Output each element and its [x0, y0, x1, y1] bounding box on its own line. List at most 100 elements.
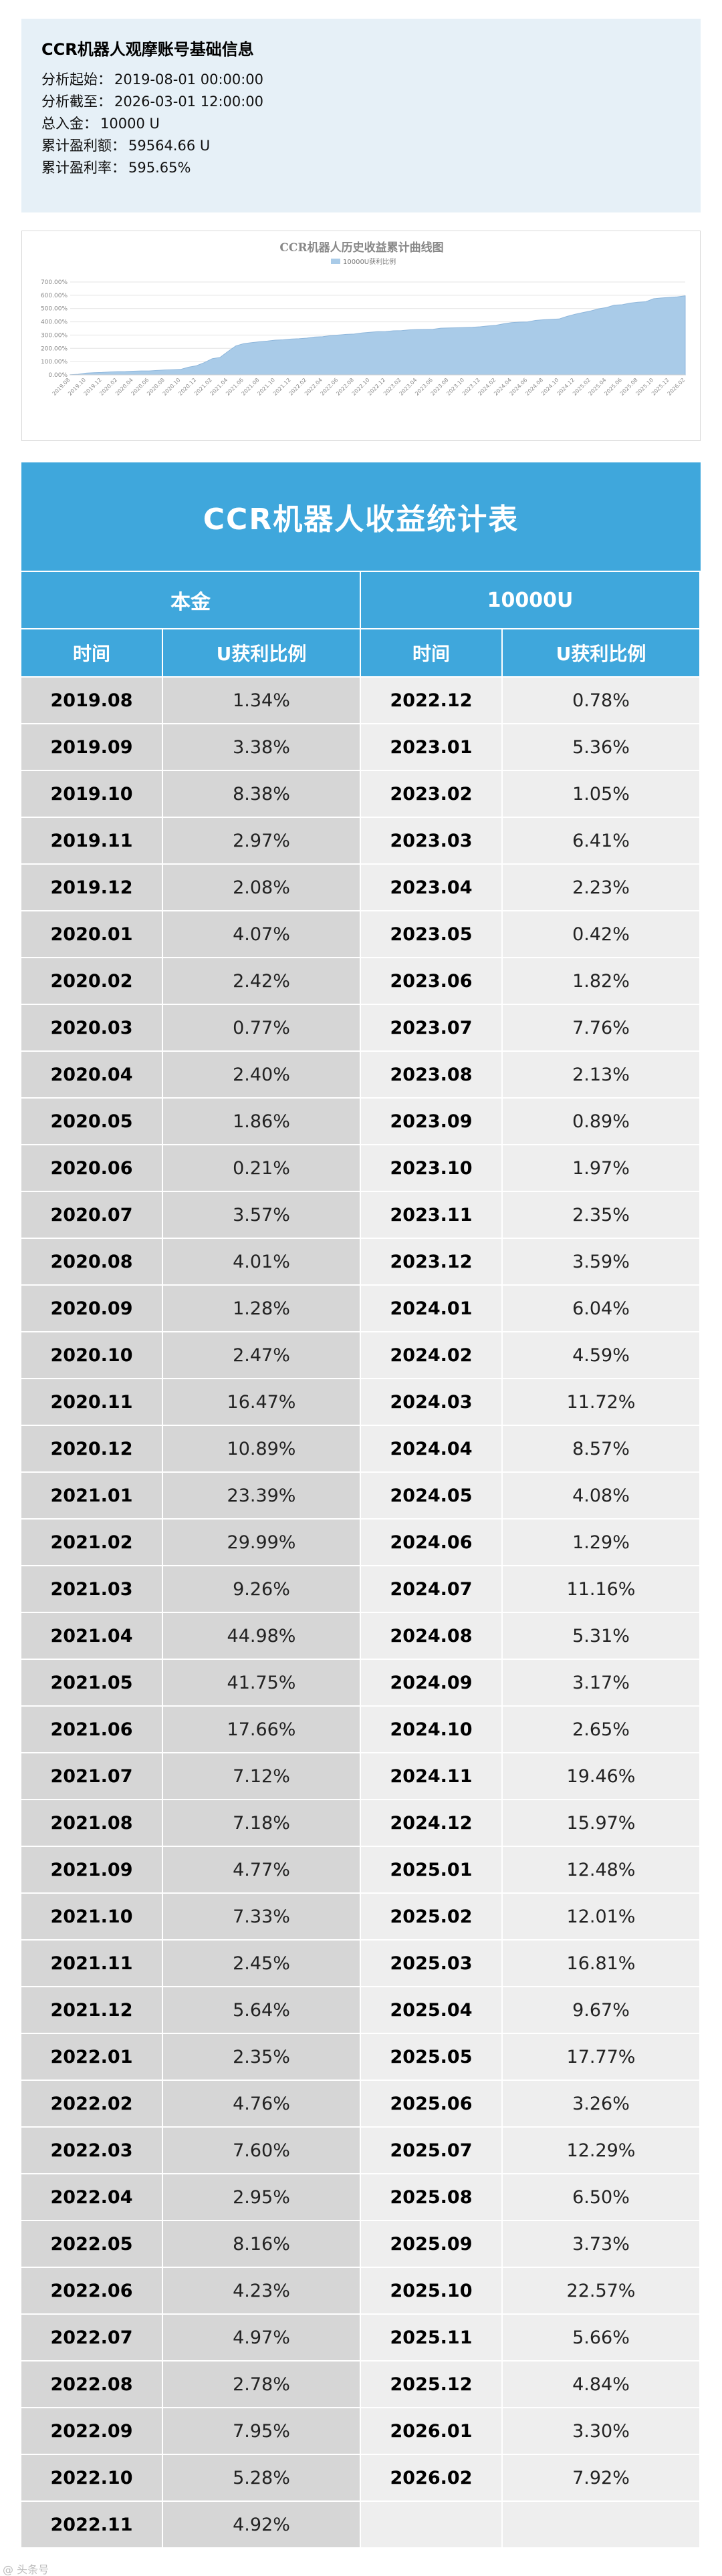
ratio-cell: 4.08%	[503, 1473, 701, 1520]
ratio-cell: 4.76%	[163, 2081, 361, 2128]
ratio-cell: 0.78%	[503, 678, 701, 724]
month-cell: 2025.06	[361, 2081, 503, 2128]
y-tick-label: 100.00%	[41, 359, 68, 366]
table-row: 2021.11 2.45% 2025.03 16.81%	[21, 1941, 701, 1987]
table-row: 2021.08 7.18% 2024.12 15.97%	[21, 1800, 701, 1847]
ratio-cell: 3.57%	[163, 1192, 361, 1239]
month-cell: 2022.01	[21, 2034, 163, 2081]
month-cell: 2022.05	[21, 2221, 163, 2268]
col-header-time: 时间	[361, 629, 503, 678]
ratio-cell: 2.42%	[163, 958, 361, 1005]
month-cell: 2026.01	[361, 2408, 503, 2455]
ratio-cell: 2.23%	[503, 865, 701, 911]
profit-table: CCR机器人收益统计表 本金 10000U 时间 U获利比例 时间 U获利比例 …	[21, 462, 701, 2549]
cumulative-profit-chart: CCR机器人历史收益累计曲线图 10000U获利比例 0.00% 100.00% 200…	[21, 231, 701, 441]
ratio-cell: 16.81%	[503, 1941, 701, 1987]
chart-title: CCR机器人历史收益累计曲线图	[279, 241, 443, 255]
month-cell: 2023.08	[361, 1052, 503, 1099]
y-tick-label: 200.00%	[41, 345, 68, 352]
ratio-cell: 3.59%	[503, 1239, 701, 1286]
month-cell: 2020.07	[21, 1192, 163, 1239]
month-cell: 2020.11	[21, 1379, 163, 1426]
ratio-cell: 0.89%	[503, 1099, 701, 1145]
ratio-cell: 8.16%	[163, 2221, 361, 2268]
info-value: 2026-03-01 12:00:00	[114, 94, 264, 110]
ratio-cell: 6.04%	[503, 1286, 701, 1332]
col-header-time: 时间	[21, 629, 163, 678]
table-row: 2022.08 2.78% 2025.12 4.84%	[21, 2362, 701, 2408]
month-cell: 2023.03	[361, 818, 503, 865]
table-row: 2021.12 5.64% 2025.04 9.67%	[21, 1987, 701, 2034]
x-tick-label: 2026.02	[667, 377, 687, 397]
ratio-cell: 2.35%	[163, 2034, 361, 2081]
ratio-cell: 10.89%	[163, 1426, 361, 1473]
ratio-cell: 4.97%	[163, 2315, 361, 2362]
table-row: 2022.07 4.97% 2025.11 5.66%	[21, 2315, 701, 2362]
table-row: 2020.02 2.42% 2023.06 1.82%	[21, 958, 701, 1005]
month-cell: 2020.03	[21, 1005, 163, 1052]
ratio-cell: 4.01%	[163, 1239, 361, 1286]
ratio-cell: 29.99%	[163, 1520, 361, 1566]
table-row: 2020.09 1.28% 2024.01 6.04%	[21, 1286, 701, 1332]
month-cell: 2024.02	[361, 1332, 503, 1379]
ratio-cell: 7.92%	[503, 2455, 701, 2502]
ratio-cell: 1.34%	[163, 678, 361, 724]
month-cell: 2022.02	[21, 2081, 163, 2128]
y-tick-label: 300.00%	[41, 332, 68, 339]
month-cell: 2024.04	[361, 1426, 503, 1473]
info-value: 2019-08-01 00:00:00	[114, 71, 264, 88]
month-cell: 2021.03	[21, 1566, 163, 1613]
col-header-ratio: U获利比例	[503, 629, 701, 678]
ratio-cell: 4.59%	[503, 1332, 701, 1379]
month-cell: 2025.07	[361, 2128, 503, 2174]
info-value: 595.65%	[128, 160, 191, 176]
ratio-cell: 4.84%	[503, 2362, 701, 2408]
ratio-cell: 4.07%	[163, 911, 361, 958]
month-cell	[361, 2502, 503, 2549]
ratio-cell: 11.16%	[503, 1566, 701, 1613]
ratio-cell: 44.98%	[163, 1613, 361, 1660]
month-cell: 2020.05	[21, 1099, 163, 1145]
info-row-end: 分析截至： 2026-03-01 12:00:00	[41, 91, 681, 113]
table-row: 2020.11 16.47% 2024.03 11.72%	[21, 1379, 701, 1426]
ratio-cell: 5.66%	[503, 2315, 701, 2362]
month-cell: 2021.05	[21, 1660, 163, 1707]
table-row: 2021.04 44.98% 2024.08 5.31%	[21, 1613, 701, 1660]
month-cell: 2022.12	[361, 678, 503, 724]
month-cell: 2024.07	[361, 1566, 503, 1613]
month-cell: 2025.01	[361, 1847, 503, 1894]
legend-label: 10000U获利比例	[343, 257, 396, 266]
month-cell: 2021.06	[21, 1707, 163, 1753]
ratio-cell: 2.40%	[163, 1052, 361, 1099]
table-row: 2020.10 2.47% 2024.02 4.59%	[21, 1332, 701, 1379]
y-tick-label: 700.00%	[41, 279, 68, 286]
watermark: @ 头条号	[3, 2563, 49, 2576]
info-row-profit: 累计盈利额： 59564.66 U	[41, 135, 681, 157]
ratio-cell: 2.45%	[163, 1941, 361, 1987]
month-cell: 2024.01	[361, 1286, 503, 1332]
y-tick-label: 500.00%	[41, 306, 68, 313]
month-cell: 2019.12	[21, 865, 163, 911]
ratio-cell: 3.73%	[503, 2221, 701, 2268]
month-cell: 2023.12	[361, 1239, 503, 1286]
table-row: 2021.01 23.39% 2024.05 4.08%	[21, 1473, 701, 1520]
principal-row: 本金 10000U	[21, 572, 701, 629]
table-row: 2022.10 5.28% 2026.02 7.92%	[21, 2455, 701, 2502]
info-label: 累计盈利额：	[41, 138, 126, 154]
y-tick-label: 0.00%	[48, 372, 68, 379]
month-cell: 2023.09	[361, 1099, 503, 1145]
table-row: 2022.03 7.60% 2025.07 12.29%	[21, 2128, 701, 2174]
table-row: 2019.12 2.08% 2023.04 2.23%	[21, 865, 701, 911]
table-row: 2021.09 4.77% 2025.01 12.48%	[21, 1847, 701, 1894]
ratio-cell: 2.35%	[503, 1192, 701, 1239]
month-cell: 2021.02	[21, 1520, 163, 1566]
month-cell: 2022.04	[21, 2174, 163, 2221]
ratio-cell: 17.66%	[163, 1707, 361, 1753]
month-cell: 2025.02	[361, 1894, 503, 1941]
ratio-cell: 16.47%	[163, 1379, 361, 1426]
month-cell: 2021.07	[21, 1753, 163, 1800]
ratio-cell: 9.26%	[163, 1566, 361, 1613]
ratio-cell: 4.77%	[163, 1847, 361, 1894]
ratio-cell: 17.77%	[503, 2034, 701, 2081]
table-row: 2020.04 2.40% 2023.08 2.13%	[21, 1052, 701, 1099]
